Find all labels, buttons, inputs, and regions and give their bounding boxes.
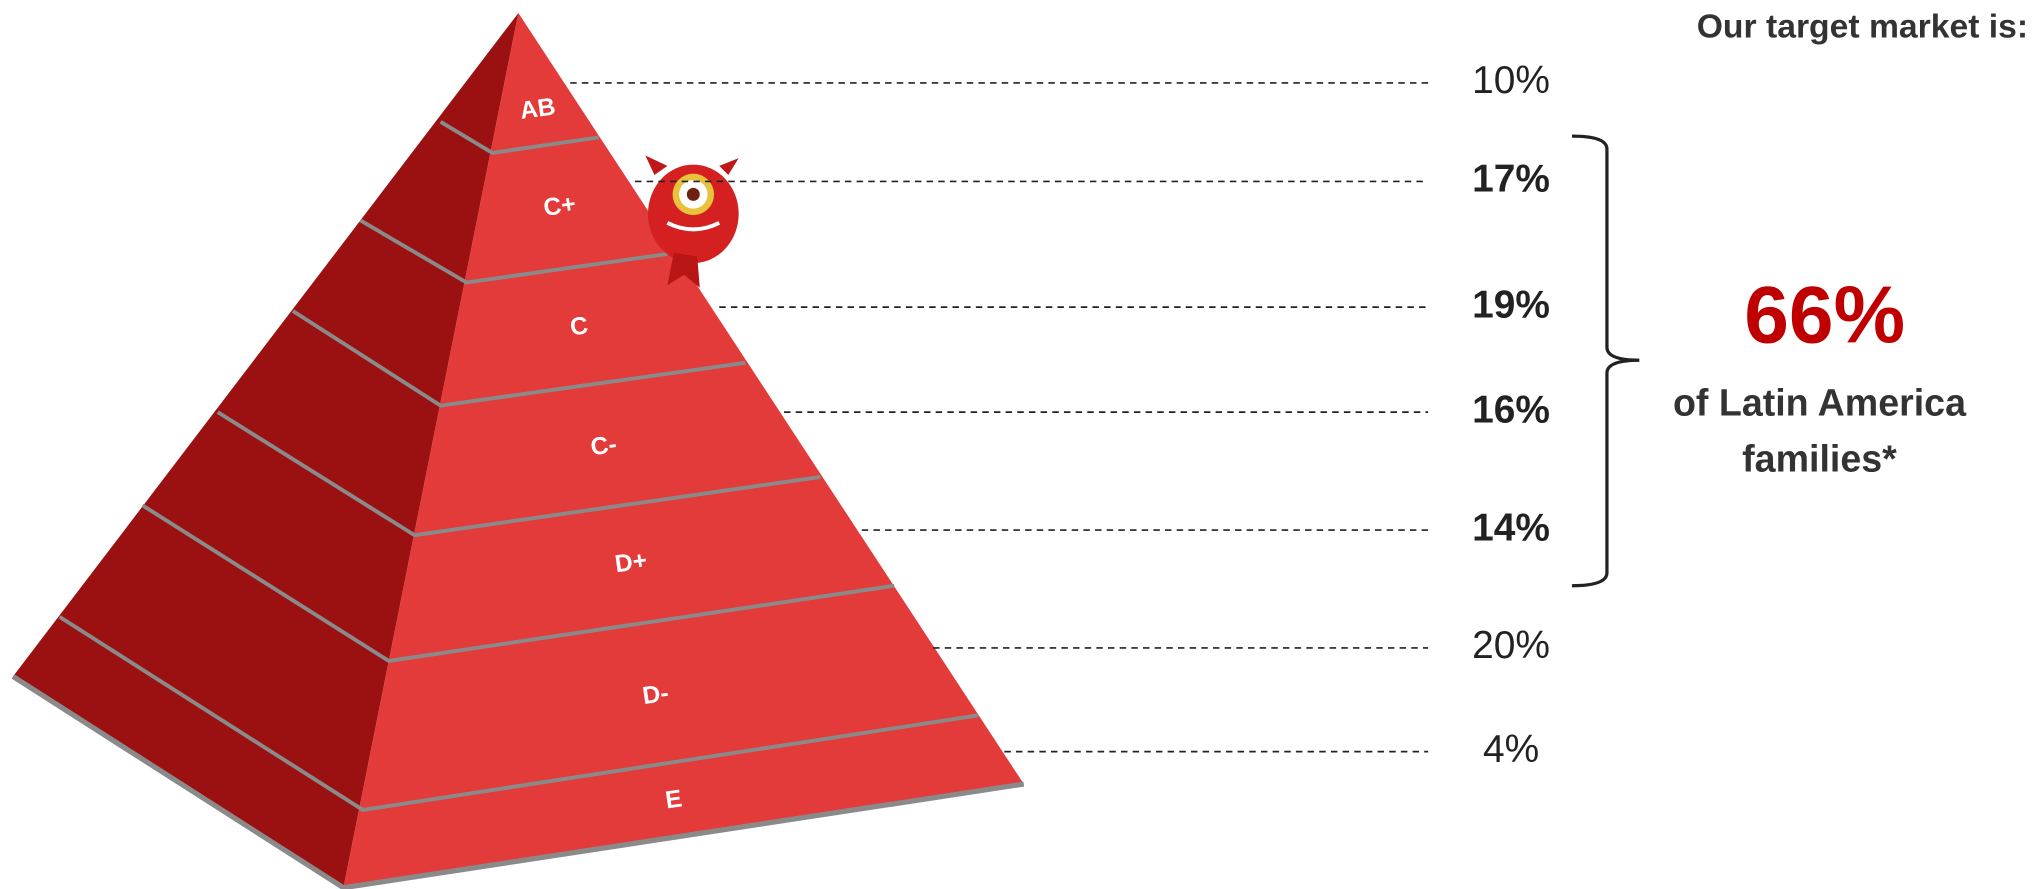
level-label: D- xyxy=(641,680,670,710)
level-label: C- xyxy=(589,431,618,461)
mascot xyxy=(645,155,739,288)
level-label: AB xyxy=(518,93,557,125)
title: Our target market is: xyxy=(1697,8,2028,45)
pyramid-front-face xyxy=(343,12,1024,888)
level-divider xyxy=(141,503,895,663)
share-label: 19% xyxy=(1472,283,1550,326)
level-label: E xyxy=(664,785,684,814)
share-label: 16% xyxy=(1472,388,1550,431)
level-divider xyxy=(291,309,746,408)
caption-line: of Latin America xyxy=(1673,382,1967,424)
share-label: 14% xyxy=(1472,506,1550,549)
level-label: C+ xyxy=(542,191,578,222)
level-divider xyxy=(58,615,979,812)
share-label: 17% xyxy=(1472,158,1550,201)
highlight: 66% xyxy=(1744,271,1905,361)
share-label: 4% xyxy=(1483,728,1539,771)
pyramid-base xyxy=(11,674,1025,889)
level-divider xyxy=(359,218,668,285)
caption-line: families* xyxy=(1742,437,1897,479)
share-label: 10% xyxy=(1472,59,1550,102)
levels: AB C+ C C- D+ D- E xyxy=(58,93,979,814)
level-label: D+ xyxy=(613,547,649,578)
level-label: C xyxy=(568,312,590,341)
bracket xyxy=(1571,134,1640,588)
level-divider xyxy=(439,120,599,155)
guides: 10% 17% 19% 16% 14% 20% 4% xyxy=(570,59,1550,771)
share-label: 20% xyxy=(1472,624,1550,667)
level-divider xyxy=(216,410,821,538)
